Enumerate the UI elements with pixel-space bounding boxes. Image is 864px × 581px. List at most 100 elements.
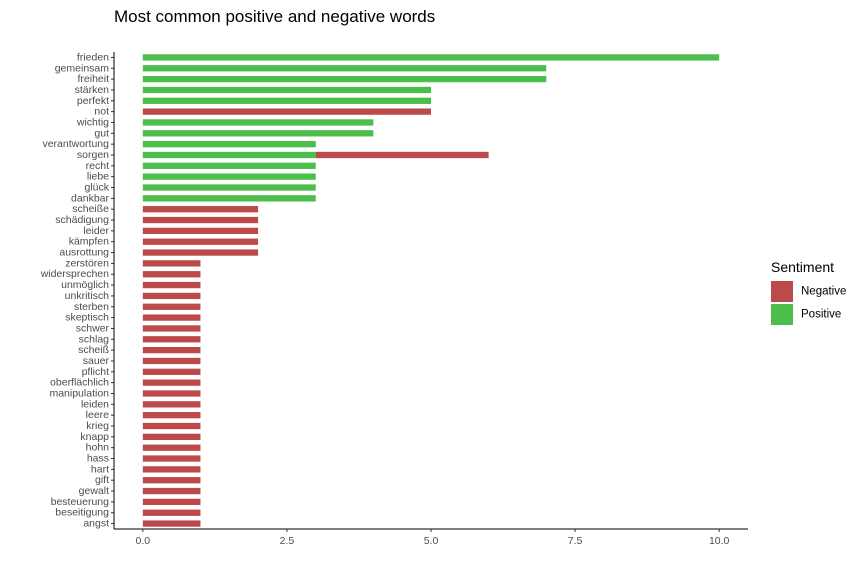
y-tick-label: gift	[95, 474, 109, 486]
bar-negative-20	[142, 260, 201, 267]
y-tick-label: scheiße	[72, 203, 109, 215]
bar-negative-37	[142, 444, 201, 451]
bar-negative-6	[142, 108, 431, 115]
legend-label-negative: Negative	[801, 286, 846, 298]
bar-positive-11	[142, 162, 316, 169]
y-tick-label: skeptisch	[65, 312, 109, 324]
y-tick-label: freiheit	[77, 73, 109, 85]
y-tick-label: gewalt	[79, 485, 109, 497]
x-tick-label: 0.0	[136, 535, 151, 547]
bar-negative-22	[142, 281, 201, 289]
bar-negative-44	[142, 520, 201, 527]
bar-negative-17	[142, 227, 259, 235]
bar-negative-23	[142, 292, 201, 300]
y-tick-label: stärken	[75, 84, 110, 96]
bar-negative-39	[142, 466, 201, 473]
legend-key-negative	[771, 281, 793, 302]
bar-negative-30	[142, 368, 201, 375]
y-tick-label: schlag	[79, 333, 110, 345]
bar-positive-9	[142, 141, 316, 148]
bar-negative-33	[142, 401, 201, 408]
y-tick-label: zerstören	[65, 257, 109, 269]
y-tick-label: leere	[86, 409, 110, 421]
x-tick-label: 5.0	[424, 535, 439, 547]
bar-positive-8	[142, 130, 374, 137]
y-tick-label: hass	[87, 453, 109, 465]
bar-negative-38	[142, 455, 201, 462]
legend-key-positive	[771, 304, 793, 325]
y-tick-label: unmöglich	[61, 279, 109, 291]
bar-negative-26	[142, 325, 201, 332]
bar-negative-36	[142, 433, 201, 440]
y-tick-label: dankbar	[71, 192, 109, 204]
y-tick-label: liebe	[87, 171, 109, 183]
legend-title: Sentiment	[771, 259, 834, 275]
y-tick-label: kämpfen	[69, 236, 109, 248]
bar-negative-21	[142, 271, 201, 278]
y-tick-label: knapp	[80, 431, 109, 443]
bar-negative-27	[142, 336, 201, 343]
legend: Sentiment Negative Positive	[771, 259, 846, 325]
bar-positive-12	[142, 173, 316, 180]
bar-positive-3	[142, 75, 547, 83]
y-tick-label: hohn	[86, 442, 110, 454]
bar-negative-41	[142, 487, 201, 495]
y-tick-label: sorgen	[77, 149, 109, 161]
y-tick-label: ausrottung	[59, 247, 109, 259]
y-tick-label: besteuerung	[51, 496, 110, 508]
bar-negative-43	[142, 509, 201, 516]
x-tick-label: 10.0	[709, 535, 730, 547]
bar-negative-31	[142, 379, 201, 386]
bar-positive-2	[142, 65, 547, 72]
y-tick-label: leider	[83, 225, 109, 237]
bars-layer	[142, 54, 720, 527]
y-tick-label: gut	[94, 127, 109, 139]
x-axis: 0.0 2.5 5.0 7.5 10.0	[114, 528, 748, 547]
y-tick-label: oberflächlich	[50, 377, 109, 389]
bar-negative-42	[142, 498, 201, 506]
legend-label-positive: Positive	[801, 309, 841, 321]
bar-positive-13	[142, 184, 316, 191]
y-axis: friedengemeinsamfreiheitstärkenperfektno…	[40, 51, 115, 530]
bar-negative-25	[142, 314, 201, 321]
y-tick-label: angst	[83, 518, 109, 530]
y-tick-label: krieg	[86, 420, 109, 432]
y-tick-label: scheiß	[78, 344, 109, 356]
bar-positive-7	[142, 119, 374, 126]
bar-negative-19	[142, 249, 259, 256]
y-tick-label: manipulation	[49, 387, 109, 399]
y-tick-label: sterben	[74, 301, 109, 313]
y-tick-label: wichtig	[76, 116, 109, 128]
bar-negative-35	[142, 422, 201, 430]
y-tick-label: recht	[86, 160, 109, 172]
bar-negative-15	[142, 206, 259, 213]
bar-negative-34	[142, 412, 201, 419]
bar-negative-29	[142, 357, 201, 365]
y-tick-label: perfekt	[77, 95, 109, 107]
y-tick-label: schädigung	[55, 214, 109, 226]
y-tick-label: frieden	[77, 51, 109, 63]
bar-positive-1	[142, 54, 720, 61]
bar-positive-5	[142, 97, 431, 104]
y-tick-label: pflicht	[82, 366, 110, 378]
y-tick-label: glück	[84, 182, 109, 194]
bar-negative-24	[142, 303, 201, 310]
bar-positive-14	[142, 195, 316, 202]
bar-negative-40	[142, 477, 201, 484]
bar-negative-10	[315, 151, 489, 159]
y-tick-label: gemeinsam	[55, 62, 110, 74]
y-tick-label: schwer	[76, 322, 110, 334]
y-tick-label: unkritisch	[65, 290, 110, 302]
x-tick-label: 2.5	[280, 535, 295, 547]
bar-positive-4	[142, 86, 431, 94]
y-tick-label: sauer	[83, 355, 110, 367]
bar-negative-32	[142, 390, 201, 397]
chart-title: Most common positive and negative words	[114, 7, 436, 26]
y-tick-label: hart	[91, 463, 109, 475]
y-tick-label: verantwortung	[42, 138, 109, 150]
bar-negative-28	[142, 346, 201, 354]
bar-negative-18	[142, 238, 259, 245]
bar-positive-10	[142, 151, 316, 159]
